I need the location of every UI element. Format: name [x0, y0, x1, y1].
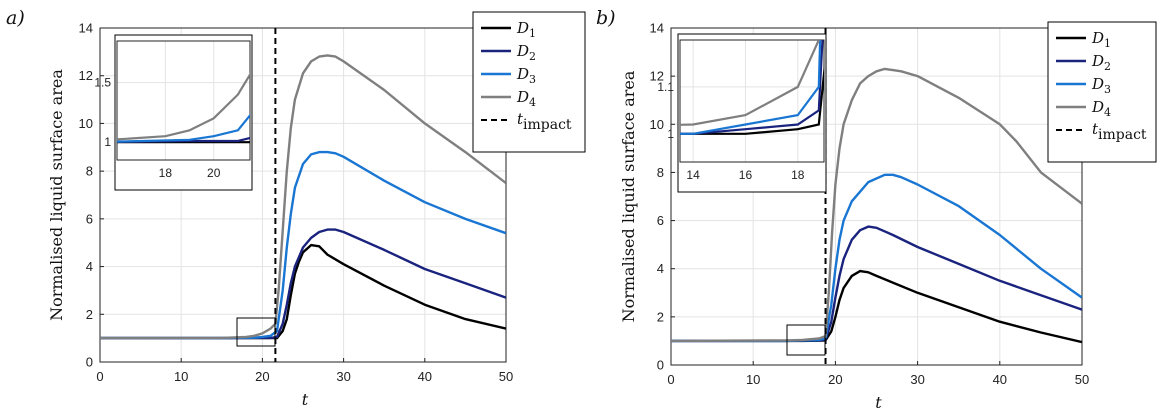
inset-y-tick-label: 1 — [104, 135, 111, 149]
x-axis-label: t — [875, 393, 882, 412]
series-group — [671, 67, 1082, 344]
inset-series-line-D2 — [117, 136, 250, 143]
inset-series-line-D4 — [117, 72, 250, 141]
inset-series-group — [117, 72, 250, 144]
y-tick-label: 8 — [657, 165, 664, 180]
x-tick-label: 20 — [255, 369, 269, 384]
y-tick-label: 6 — [657, 213, 664, 228]
y-tick-label: 8 — [86, 164, 93, 179]
inset-frame — [116, 40, 251, 161]
legend-label-D4: D4 — [1091, 98, 1111, 119]
x-tick-label: 30 — [910, 372, 924, 387]
inset-frame — [679, 39, 825, 163]
y-tick-label: 2 — [657, 309, 664, 324]
series-line-D4 — [100, 54, 506, 340]
y-tick-label: 12 — [650, 69, 664, 84]
panel-label: a) — [6, 7, 25, 29]
legend-label-D2: D2 — [516, 42, 536, 63]
inset-series-line-D2 — [680, 40, 824, 135]
inset-y-tick-label: 1.5 — [94, 76, 111, 90]
y-tick-label: 0 — [657, 358, 664, 373]
series-line-D3 — [100, 150, 506, 340]
legend-label-D2: D2 — [1091, 52, 1111, 73]
x-tick-label: 20 — [828, 372, 842, 387]
inset-series-line-D1 — [117, 141, 250, 144]
inset-series-line-D3 — [680, 40, 822, 135]
inset-x-tick-label: 18 — [159, 166, 173, 180]
axes-frame — [99, 27, 507, 363]
series-line-D3 — [671, 173, 1082, 343]
inset-y-tick-label: 1.1 — [657, 80, 674, 94]
zoom-region-box — [786, 324, 826, 356]
inset-series-line-D3 — [117, 113, 250, 143]
zoom-region-box — [236, 317, 276, 347]
series-group — [100, 54, 506, 340]
inset-x-tick-label: 20 — [207, 166, 221, 180]
inset-series-line-D1 — [680, 63, 824, 135]
inset-series-group — [680, 40, 824, 135]
series-line-D2 — [671, 225, 1082, 343]
y-tick-label: 6 — [86, 211, 93, 226]
x-tick-label: 10 — [746, 372, 760, 387]
x-tick-label: 10 — [174, 369, 188, 384]
y-tick-label: 10 — [650, 117, 664, 132]
y-tick-label: 14 — [650, 21, 664, 36]
x-tick-label: 40 — [418, 369, 432, 384]
y-tick-label: 14 — [79, 21, 93, 36]
series-line-D1 — [671, 269, 1082, 344]
chart-panel-b: 0 10 20 30 40 50 0 2 4 6 8 10 12 14 t Normalised liquid… — [596, 7, 1157, 412]
legend-label-D1: D1 — [1091, 29, 1111, 50]
x-tick-label: 0 — [667, 372, 674, 387]
y-axis-label: Normalised liquid surface area — [47, 69, 66, 321]
series-line-D1 — [100, 243, 506, 340]
legend-label-D3: D3 — [516, 65, 536, 86]
x-axis-label: t — [302, 390, 309, 409]
legend-box — [472, 11, 586, 153]
legend-label-D3: D3 — [1091, 75, 1111, 96]
legend-box — [1047, 21, 1157, 163]
inset-x-tick-label: 14 — [686, 168, 700, 182]
y-tick-label: 4 — [86, 259, 93, 274]
inset-x-tick-label: 18 — [791, 168, 805, 182]
chart-panel-a: 0 10 20 30 40 50 0 2 4 6 8 10 12 14 t Normalised liquid… — [6, 7, 586, 409]
legend-label-D4: D4 — [516, 88, 536, 109]
legend-label-D1: D1 — [516, 19, 536, 40]
inset-axes: 18 20 1 1.5 — [94, 34, 253, 191]
panel-label: b) — [596, 7, 616, 29]
y-tick-label: 2 — [86, 307, 93, 322]
x-tick-label: 40 — [993, 372, 1007, 387]
inset-x-tick-label: 16 — [739, 168, 753, 182]
inset-background — [677, 33, 827, 193]
x-tick-label: 30 — [336, 369, 350, 384]
legend-label-impact: timpact — [1092, 120, 1147, 143]
x-tick-label: 50 — [499, 369, 513, 384]
inset-background — [114, 34, 253, 191]
x-tick-label: 50 — [1075, 372, 1089, 387]
inset-series-line-D4 — [680, 40, 820, 126]
y-axis-label: Normalised liquid surface area — [619, 70, 638, 322]
x-tick-label: 0 — [96, 369, 103, 384]
y-tick-label: 4 — [657, 261, 664, 276]
y-tick-label: 10 — [79, 116, 93, 131]
inset-axes: 14 16 18 1 1.1 — [657, 33, 827, 193]
series-line-D4 — [671, 67, 1082, 343]
axes-frame — [670, 27, 1083, 366]
series-line-D2 — [100, 228, 506, 340]
legend-label-impact: timpact — [517, 110, 572, 133]
y-tick-label: 0 — [86, 355, 93, 370]
inset-y-tick-label: 1 — [667, 127, 674, 141]
y-tick-label: 12 — [79, 68, 93, 83]
